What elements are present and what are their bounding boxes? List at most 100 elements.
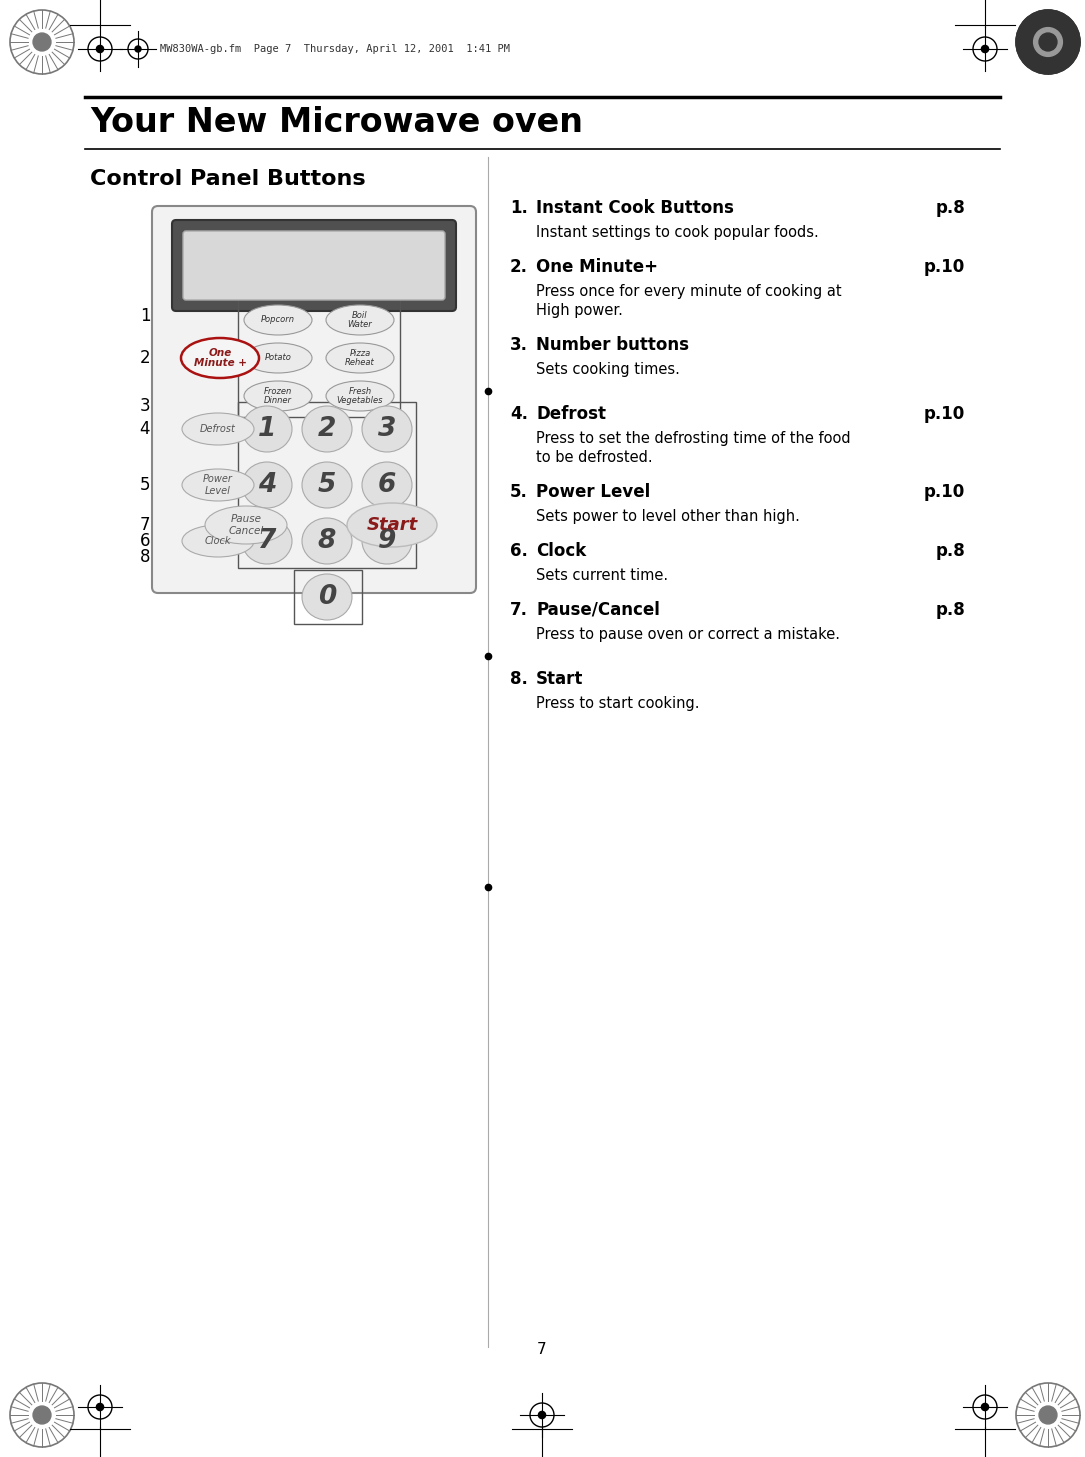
Circle shape xyxy=(1039,1406,1057,1423)
Circle shape xyxy=(982,45,988,52)
Text: Instant settings to cook popular foods.: Instant settings to cook popular foods. xyxy=(536,224,819,240)
FancyBboxPatch shape xyxy=(183,232,445,300)
Text: Clock: Clock xyxy=(536,542,586,559)
Text: One Minute+: One Minute+ xyxy=(536,258,658,275)
Text: Control Panel Buttons: Control Panel Buttons xyxy=(90,169,366,189)
Ellipse shape xyxy=(302,462,352,508)
Text: p.10: p.10 xyxy=(923,484,965,501)
Text: p.8: p.8 xyxy=(935,542,965,559)
Text: 6: 6 xyxy=(378,472,396,498)
Text: Press to set the defrosting time of the food: Press to set the defrosting time of the … xyxy=(536,431,851,446)
Circle shape xyxy=(97,1403,103,1410)
Text: One
Minute +: One Minute + xyxy=(193,348,246,369)
Ellipse shape xyxy=(242,407,292,452)
Circle shape xyxy=(1016,10,1080,74)
Text: 7: 7 xyxy=(140,516,150,535)
Text: Press to start cooking.: Press to start cooking. xyxy=(536,696,700,711)
Text: 2: 2 xyxy=(318,417,336,441)
Ellipse shape xyxy=(182,469,254,501)
Ellipse shape xyxy=(244,380,312,411)
Text: Defrost: Defrost xyxy=(536,405,607,423)
Text: Defrost: Defrost xyxy=(200,424,235,434)
Text: 1: 1 xyxy=(258,417,277,441)
Ellipse shape xyxy=(362,462,412,508)
Text: p.8: p.8 xyxy=(935,200,965,217)
Text: Instant Cook Buttons: Instant Cook Buttons xyxy=(536,200,733,217)
Ellipse shape xyxy=(362,519,412,564)
Text: Popcorn: Popcorn xyxy=(261,316,295,325)
Text: 3: 3 xyxy=(140,396,151,415)
Circle shape xyxy=(33,1406,51,1423)
Text: Pause/Cancel: Pause/Cancel xyxy=(536,600,660,619)
Text: 7.: 7. xyxy=(510,600,528,619)
Text: Boil
Water: Boil Water xyxy=(347,310,372,329)
Text: 9: 9 xyxy=(378,527,396,554)
Ellipse shape xyxy=(302,407,352,452)
Ellipse shape xyxy=(326,380,394,411)
Text: Start: Start xyxy=(367,516,418,535)
Bar xyxy=(294,570,362,624)
Text: Sets cooking times.: Sets cooking times. xyxy=(536,361,680,377)
Text: 5: 5 xyxy=(140,476,150,494)
Text: Press once for every minute of cooking at: Press once for every minute of cooking a… xyxy=(536,284,842,299)
Text: MW830WA-gb.fm  Page 7  Thursday, April 12, 2001  1:41 PM: MW830WA-gb.fm Page 7 Thursday, April 12,… xyxy=(159,44,510,54)
Text: 1: 1 xyxy=(140,307,151,325)
FancyBboxPatch shape xyxy=(152,205,476,593)
Text: 5.: 5. xyxy=(510,484,528,501)
Text: Sets current time.: Sets current time. xyxy=(536,568,668,583)
Text: Start: Start xyxy=(536,670,584,688)
Text: to be defrosted.: to be defrosted. xyxy=(536,450,652,465)
Text: Potato: Potato xyxy=(265,354,292,363)
Ellipse shape xyxy=(326,342,394,373)
Text: Pause
Cancel: Pause Cancel xyxy=(228,514,264,536)
Circle shape xyxy=(1034,28,1062,57)
Circle shape xyxy=(135,47,141,52)
Ellipse shape xyxy=(182,525,254,557)
Text: 4: 4 xyxy=(140,420,150,439)
Bar xyxy=(238,299,400,417)
Ellipse shape xyxy=(347,503,437,546)
Text: 0: 0 xyxy=(318,584,336,610)
Text: 8.: 8. xyxy=(510,670,528,688)
Text: 7: 7 xyxy=(258,527,277,554)
Circle shape xyxy=(538,1412,546,1419)
Text: Power Level: Power Level xyxy=(536,484,650,501)
FancyBboxPatch shape xyxy=(173,220,456,310)
Text: 8: 8 xyxy=(140,548,150,565)
Text: p.8: p.8 xyxy=(935,600,965,619)
Text: Sets power to level other than high.: Sets power to level other than high. xyxy=(536,508,800,525)
Circle shape xyxy=(97,45,103,52)
Ellipse shape xyxy=(244,342,312,373)
Text: Your New Microwave oven: Your New Microwave oven xyxy=(90,105,583,138)
Text: 1.: 1. xyxy=(510,200,528,217)
Text: Pizza
Reheat: Pizza Reheat xyxy=(345,348,375,367)
Text: p.10: p.10 xyxy=(923,258,965,275)
Text: 7: 7 xyxy=(537,1342,547,1356)
Ellipse shape xyxy=(205,506,288,543)
Ellipse shape xyxy=(242,462,292,508)
Text: 8: 8 xyxy=(318,527,336,554)
Text: 2.: 2. xyxy=(510,258,528,275)
Ellipse shape xyxy=(326,305,394,335)
Ellipse shape xyxy=(302,519,352,564)
Text: Clock: Clock xyxy=(205,536,231,546)
Text: Number buttons: Number buttons xyxy=(536,337,689,354)
Text: 4.: 4. xyxy=(510,405,528,423)
Text: 5: 5 xyxy=(318,472,336,498)
Text: 3: 3 xyxy=(378,417,396,441)
Text: 3.: 3. xyxy=(510,337,528,354)
Text: Power
Level: Power Level xyxy=(203,474,233,495)
Ellipse shape xyxy=(302,574,352,621)
Text: 2: 2 xyxy=(140,350,151,367)
Ellipse shape xyxy=(362,407,412,452)
Text: Press to pause oven or correct a mistake.: Press to pause oven or correct a mistake… xyxy=(536,627,840,643)
Text: Fresh
Vegetables: Fresh Vegetables xyxy=(336,386,383,405)
Text: 4: 4 xyxy=(258,472,277,498)
Circle shape xyxy=(1039,34,1057,51)
Text: Frozen
Dinner: Frozen Dinner xyxy=(264,386,292,405)
Circle shape xyxy=(33,34,51,51)
Circle shape xyxy=(982,1403,988,1410)
Text: 6: 6 xyxy=(140,532,150,549)
Ellipse shape xyxy=(182,412,254,444)
Ellipse shape xyxy=(244,305,312,335)
